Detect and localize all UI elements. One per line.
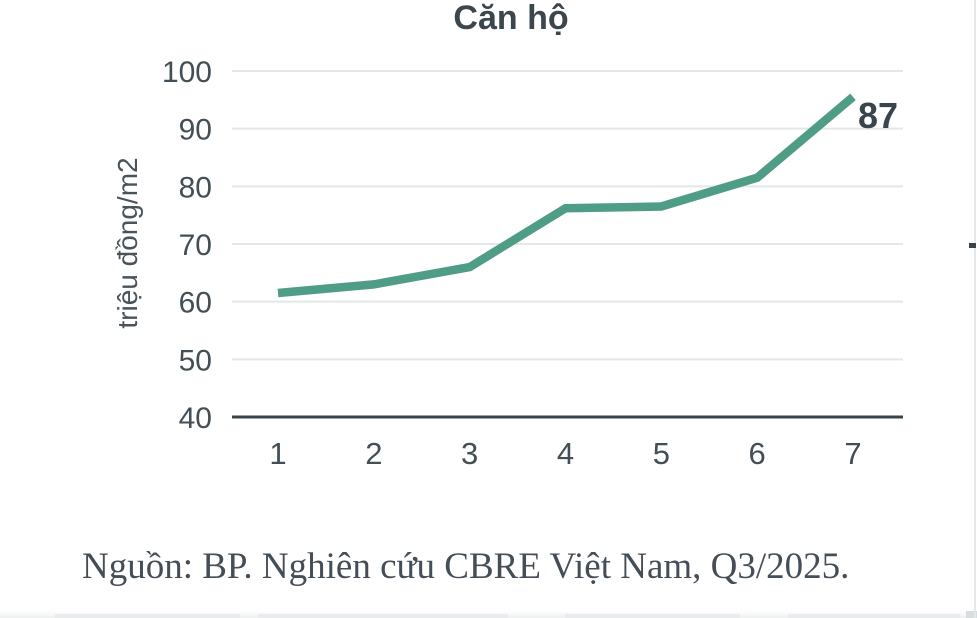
cropped-content-smudge xyxy=(55,614,240,618)
y-tick-label: 40 xyxy=(179,402,212,435)
end-value-label: 87 xyxy=(858,95,898,136)
x-tick-label: 3 xyxy=(461,436,478,471)
y-tick-label: 60 xyxy=(179,287,212,320)
y-tick-label: 50 xyxy=(179,344,212,377)
price-line xyxy=(277,93,856,298)
x-tick-label: 7 xyxy=(844,436,861,471)
source-caption: Nguồn: BP. Nghiên cứu CBRE Việt Nam, Q3/… xyxy=(82,546,850,587)
x-tick-label: 5 xyxy=(653,436,670,471)
cropped-bottom-row xyxy=(0,611,977,618)
y-tick-label: 90 xyxy=(179,114,212,147)
y-tick-label: 70 xyxy=(179,229,212,262)
x-tick-label: 4 xyxy=(557,436,574,471)
x-tick-label: 6 xyxy=(749,436,766,471)
adjacent-chart-tick-fragment xyxy=(969,243,976,248)
x-tick-label: 2 xyxy=(365,436,382,471)
cropped-content-smudge xyxy=(565,614,740,618)
x-tick-label: 1 xyxy=(269,436,286,471)
cropped-content-smudge xyxy=(258,614,508,618)
chart-title: Căn hộ xyxy=(453,0,569,37)
line-chart: 40 50 60 70 80 90 100 1 2 3 4 5 6 7 87 xyxy=(162,56,903,471)
y-tick-label: 100 xyxy=(162,56,212,89)
y-tick-label: 80 xyxy=(179,171,212,204)
cropped-content-smudge xyxy=(788,614,960,618)
cropped-content-smudge xyxy=(966,611,977,618)
adjacent-element-edge-fragment xyxy=(974,0,976,618)
